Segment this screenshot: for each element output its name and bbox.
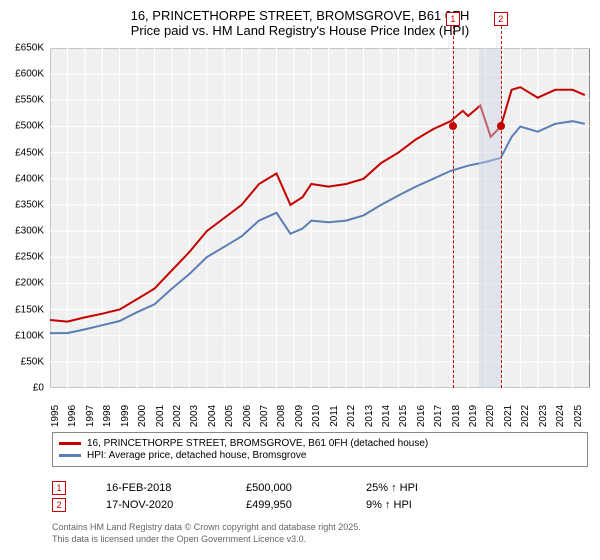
- x-tick-label: 2014: [381, 405, 392, 427]
- chart-plot-area: 12: [50, 48, 590, 388]
- x-tick-label: 2021: [503, 405, 514, 427]
- y-tick-label: £300K: [15, 226, 44, 237]
- x-tick-label: 1995: [50, 405, 61, 427]
- marker-price: £500,000: [246, 482, 326, 494]
- x-tick-label: 2006: [242, 405, 253, 427]
- y-tick-label: £400K: [15, 173, 44, 184]
- flag-dot: [497, 122, 505, 130]
- chart-title: 16, PRINCETHORPE STREET, BROMSGROVE, B61…: [0, 0, 600, 42]
- legend-swatch: [59, 454, 81, 457]
- y-tick-label: £250K: [15, 252, 44, 263]
- y-tick-label: £150K: [15, 304, 44, 315]
- legend-text: HPI: Average price, detached house, Brom…: [87, 450, 306, 461]
- x-tick-label: 2005: [224, 405, 235, 427]
- y-tick-label: £450K: [15, 147, 44, 158]
- marker-badge: 1: [52, 481, 66, 495]
- x-tick-label: 2009: [294, 405, 305, 427]
- legend: 16, PRINCETHORPE STREET, BROMSGROVE, B61…: [52, 432, 588, 467]
- flag-badge: 1: [446, 12, 460, 26]
- x-tick-label: 2024: [555, 405, 566, 427]
- attribution-line-2: This data is licensed under the Open Gov…: [52, 534, 361, 546]
- x-tick-label: 2017: [433, 405, 444, 427]
- y-tick-label: £50K: [21, 356, 44, 367]
- x-axis-labels: 1995 1996 1997 1998 1999 2000 2001 2002 2003 2004…: [50, 390, 590, 430]
- y-tick-label: £0: [33, 383, 44, 394]
- legend-text: 16, PRINCETHORPE STREET, BROMSGROVE, B61…: [87, 438, 428, 449]
- x-tick-label: 2022: [520, 405, 531, 427]
- y-tick-label: £100K: [15, 330, 44, 341]
- x-tick-label: 2000: [137, 405, 148, 427]
- legend-swatch: [59, 442, 81, 445]
- x-tick-label: 1999: [120, 405, 131, 427]
- y-tick-label: £550K: [15, 95, 44, 106]
- x-tick-label: 2019: [468, 405, 479, 427]
- marker-row: 2 17-NOV-2020 £499,950 9% ↑ HPI: [52, 498, 588, 512]
- y-axis-labels: £0£50K£100K£150K£200K£250K£300K£350K£400…: [0, 48, 48, 388]
- flag-line: [453, 26, 454, 388]
- x-tick-label: 2002: [172, 405, 183, 427]
- x-tick-label: 2012: [346, 405, 357, 427]
- x-tick-label: 2003: [189, 405, 200, 427]
- x-tick-label: 2023: [538, 405, 549, 427]
- marker-date: 16-FEB-2018: [106, 482, 206, 494]
- x-tick-label: 2016: [416, 405, 427, 427]
- transaction-markers: 1 16-FEB-2018 £500,000 25% ↑ HPI 2 17-NOV-202…: [52, 478, 588, 515]
- attribution-line-1: Contains HM Land Registry data © Crown c…: [52, 522, 361, 534]
- x-tick-label: 2007: [259, 405, 270, 427]
- flag-badge: 2: [494, 12, 508, 26]
- y-tick-label: £350K: [15, 199, 44, 210]
- x-tick-label: 2018: [451, 405, 462, 427]
- legend-item: HPI: Average price, detached house, Brom…: [59, 450, 581, 461]
- marker-delta: 25% ↑ HPI: [366, 482, 418, 494]
- y-tick-label: £600K: [15, 69, 44, 80]
- x-tick-label: 2011: [329, 405, 340, 427]
- marker-row: 1 16-FEB-2018 £500,000 25% ↑ HPI: [52, 481, 588, 495]
- x-tick-label: 2013: [364, 405, 375, 427]
- y-tick-label: £650K: [15, 43, 44, 54]
- highlight-band: [479, 48, 501, 388]
- x-tick-label: 2010: [311, 405, 322, 427]
- x-tick-label: 2004: [207, 405, 218, 427]
- legend-item: 16, PRINCETHORPE STREET, BROMSGROVE, B61…: [59, 438, 581, 449]
- plot-svg: [50, 48, 590, 388]
- x-tick-label: 1998: [102, 405, 113, 427]
- flag-dot: [449, 122, 457, 130]
- series-line: [50, 87, 585, 321]
- x-tick-label: 2025: [573, 405, 584, 427]
- flag-line: [501, 26, 502, 388]
- x-tick-label: 1997: [85, 405, 96, 427]
- marker-date: 17-NOV-2020: [106, 499, 206, 511]
- marker-badge: 2: [52, 498, 66, 512]
- y-tick-label: £500K: [15, 121, 44, 132]
- x-tick-label: 2015: [398, 405, 409, 427]
- attribution: Contains HM Land Registry data © Crown c…: [52, 522, 361, 545]
- x-tick-label: 2001: [155, 405, 166, 427]
- x-tick-label: 2008: [276, 405, 287, 427]
- marker-price: £499,950: [246, 499, 326, 511]
- marker-delta: 9% ↑ HPI: [366, 499, 412, 511]
- x-tick-label: 1996: [67, 405, 78, 427]
- x-tick-label: 2020: [485, 405, 496, 427]
- y-tick-label: £200K: [15, 278, 44, 289]
